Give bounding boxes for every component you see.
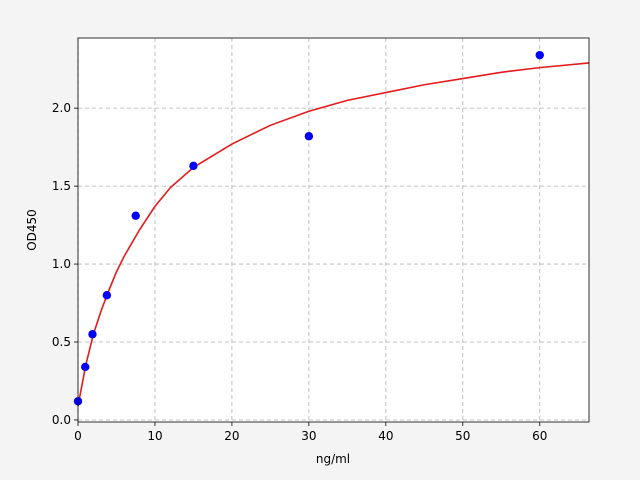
x-tick-label: 30 — [301, 429, 316, 443]
x-tick-label: 50 — [455, 429, 470, 443]
data-point — [304, 132, 314, 141]
axes-frame — [77, 37, 590, 423]
y-axis-label: OD450 — [25, 209, 39, 251]
y-tick-label: 0.5 — [52, 335, 71, 349]
plot-area — [78, 38, 589, 422]
x-tick-label: 10 — [147, 429, 162, 443]
y-tick-label: 1.0 — [52, 257, 71, 271]
data-point — [102, 291, 112, 300]
y-tick-label: 1.5 — [52, 179, 71, 193]
y-tick-label: 2.0 — [52, 101, 71, 115]
data-point — [81, 362, 90, 372]
y-tick-label: 0.0 — [52, 413, 71, 427]
x-tick-label: 20 — [224, 429, 239, 443]
x-tick-label: 40 — [378, 429, 393, 443]
data-point — [189, 161, 198, 171]
data-point — [131, 211, 140, 220]
x-axis-label: ng/ml — [316, 452, 350, 466]
data-point — [535, 50, 544, 60]
x-tick-label: 0 — [74, 429, 82, 443]
data-point — [88, 330, 97, 339]
x-tick-label: 60 — [532, 429, 547, 443]
